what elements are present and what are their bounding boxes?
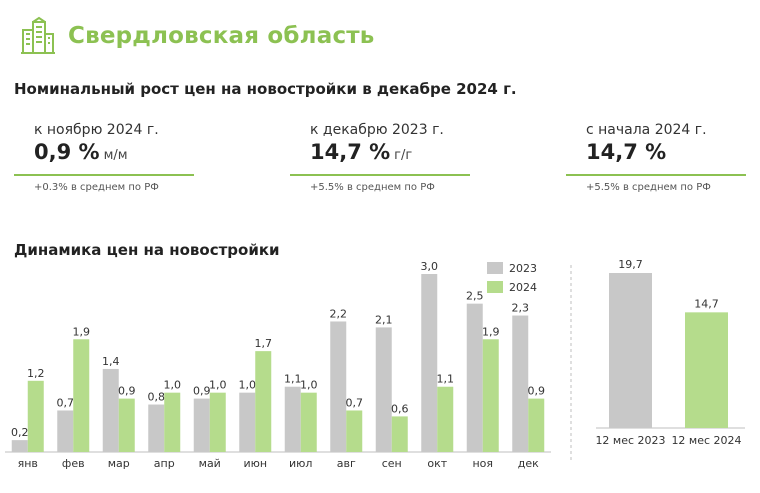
x-tick-label: июн: [243, 457, 267, 470]
data-label: 1,1: [437, 373, 455, 386]
stat-avg: +0.3% в среднем по РФ: [34, 182, 159, 193]
data-label: 2,2: [330, 307, 348, 320]
bar-2024-сен: [391, 416, 408, 452]
data-label: 2,1: [375, 313, 393, 326]
x-tick-label: фев: [62, 457, 85, 470]
data-label: 0,9: [118, 385, 136, 398]
bar-2024-мар: [118, 398, 135, 452]
legend-swatch-2024: [487, 281, 503, 293]
header: Свердловская область: [18, 14, 375, 58]
stat-unit: г/г: [394, 148, 413, 163]
data-label: 0,2: [11, 426, 29, 439]
x-tick-label: мар: [108, 457, 130, 470]
data-label: 3,0: [421, 260, 439, 273]
stat-unit: м/м: [103, 148, 128, 163]
data-label: 1,0: [239, 379, 257, 392]
stat-avg: +5.5% в среднем по РФ: [586, 182, 711, 193]
bar-2023-июн: [239, 392, 256, 452]
stat-month: к ноябрю 2024 г. 0,9 % м/м +0.3% в средне…: [14, 122, 194, 193]
divider: [290, 174, 470, 176]
bar-2023-фев: [57, 410, 74, 452]
bar-2023-янв: [11, 440, 28, 452]
data-label: 0,8: [148, 391, 166, 404]
bar-2023-ноя: [466, 303, 483, 452]
legend-label: 2024: [509, 281, 537, 294]
x-tick-label: ноя: [472, 457, 493, 470]
data-label: 1,1: [284, 373, 302, 386]
data-label: 0,9: [528, 385, 546, 398]
bar-2024-авг: [346, 410, 363, 452]
bar-2023-июл: [284, 386, 301, 452]
stat-label: с начала 2024 г.: [586, 122, 707, 138]
stat-label: к декабрю 2023 г.: [310, 122, 444, 138]
stat-value: 14,7 %: [586, 140, 667, 164]
data-label: 1,7: [255, 337, 273, 350]
x-tick-label: апр: [154, 457, 175, 470]
bar-2024-апр: [164, 392, 181, 452]
data-label: 19,7: [618, 258, 643, 271]
stat-year: к декабрю 2023 г. 14,7 % г/г +5.5% в сред…: [290, 122, 470, 193]
data-label: 14,7: [694, 297, 719, 310]
data-label: 1,9: [73, 325, 91, 338]
legend-label: 2023: [509, 262, 537, 275]
data-label: 1,0: [164, 379, 182, 392]
data-label: 1,0: [209, 379, 227, 392]
bar-2024-окт: [437, 386, 454, 452]
bar-2024-июл: [300, 392, 317, 452]
data-label: 1,4: [102, 355, 120, 368]
building-icon: [21, 16, 55, 54]
bar-2024-июн: [255, 351, 272, 452]
region-title: Свердловская область: [68, 23, 375, 49]
data-label: 0,6: [391, 402, 409, 415]
x-tick-label: сен: [382, 457, 402, 470]
bar-2023-мар: [102, 368, 119, 452]
bar-2024-дек: [528, 398, 545, 452]
x-tick-label: июл: [289, 457, 312, 470]
data-label: 1,9: [482, 325, 500, 338]
stat-avg: +5.5% в среднем по РФ: [310, 182, 435, 193]
data-label: 1,2: [27, 367, 45, 380]
bar-2023-окт: [421, 274, 438, 452]
divider: [566, 174, 746, 176]
dynamics-title: Динамика цен на новостройки: [14, 241, 280, 259]
data-label: 1,0: [300, 379, 318, 392]
stat-value: 14,7 %: [310, 140, 391, 164]
bar-2024-фев: [73, 339, 90, 452]
bar-2023-авг: [330, 321, 347, 452]
x-tick-label: дек: [518, 457, 539, 470]
data-label: 0,9: [193, 385, 211, 398]
bar-2023-апр: [148, 404, 165, 452]
x-tick-label: янв: [18, 457, 38, 470]
data-label: 0,7: [57, 396, 75, 409]
stat-ytd: с начала 2024 г. 14,7 % +5.5% в среднем …: [566, 122, 746, 193]
page-subtitle: Номинальный рост цен на новостройки в де…: [14, 80, 517, 98]
bar-2023-май: [193, 398, 210, 452]
x-tick-label: окт: [427, 457, 447, 470]
bar-total-2024: [685, 312, 728, 428]
divider: [14, 174, 194, 176]
legend-swatch-2023: [487, 262, 503, 274]
bar-total-2023: [609, 273, 652, 428]
data-label: 0,7: [346, 396, 364, 409]
data-label: 2,5: [466, 290, 484, 303]
bar-2023-дек: [512, 315, 529, 452]
x-tick-label: авг: [337, 457, 356, 470]
stat-value: 0,9 %: [34, 140, 100, 164]
bar-2024-ноя: [482, 339, 499, 452]
bar-2024-янв: [27, 380, 44, 452]
data-label: 2,3: [512, 302, 530, 315]
x-tick-label: май: [199, 457, 221, 470]
bar-2023-сен: [375, 327, 392, 452]
x-tick-label: 12 мес 2024: [671, 434, 741, 447]
x-tick-label: 12 мес 2023: [595, 434, 665, 447]
bar-2024-май: [209, 392, 226, 452]
stat-label: к ноябрю 2024 г.: [34, 122, 159, 138]
